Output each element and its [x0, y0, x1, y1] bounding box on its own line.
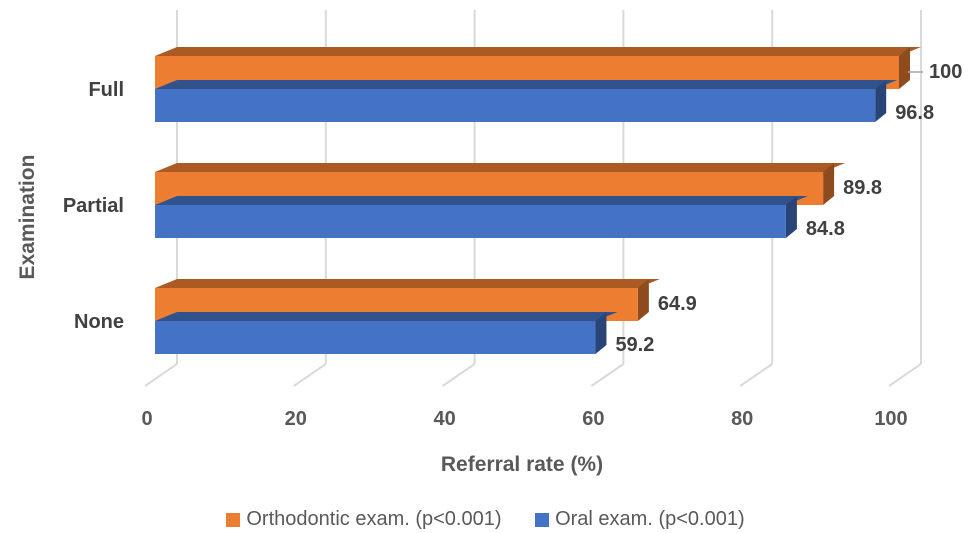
bar-none-oral — [155, 312, 618, 354]
x-tick-labels: 0 20 40 60 80 100 — [141, 408, 907, 430]
legend-swatch-oral — [535, 512, 550, 527]
gridline-floor — [739, 363, 773, 387]
legend-label-orthodontic: Orthodontic exam. (p<0.001) — [246, 508, 502, 530]
x-tick-label: 40 — [433, 408, 455, 430]
gridline-floor — [293, 363, 327, 387]
gridline-floor — [442, 363, 476, 387]
data-label-full-oral: 96.8 — [895, 102, 934, 124]
data-labels: 100 96.8 89.8 84.8 64.959.2 — [615, 61, 962, 356]
category-label-partial: Partial — [63, 195, 124, 217]
gridline-floor — [888, 363, 922, 387]
y-axis-title: Examination — [16, 155, 39, 280]
data-label-partial-orthodontic: 89.8 — [843, 177, 882, 199]
x-tick-label: 80 — [731, 408, 753, 430]
x-tick-label: 60 — [582, 408, 604, 430]
x-tick-label: 20 — [285, 408, 307, 430]
data-label-full-orthodontic: 100 — [929, 61, 962, 83]
gridline-floor — [144, 363, 178, 387]
category-label-full: Full — [88, 79, 124, 101]
legend-label-oral: Oral exam. (p<0.001) — [555, 508, 745, 530]
x-tick-label: 100 — [874, 408, 907, 430]
bar-full-oral — [155, 80, 898, 122]
x-axis-title: Referral rate (%) — [441, 453, 603, 476]
category-labels: Full Partial None — [63, 79, 124, 333]
legend-item-oral: Oral exam. (p<0.001) — [535, 508, 745, 531]
bar-partial-oral — [155, 196, 808, 238]
data-label-partial-oral: 84.8 — [806, 218, 845, 240]
legend-item-orthodontic: Orthodontic exam. (p<0.001) — [226, 508, 502, 531]
data-label-none-oral: 59.2 — [615, 334, 654, 356]
category-label-none: None — [74, 311, 124, 333]
gridline-floor — [590, 363, 624, 387]
data-label-none-orthodontic: 64.9 — [658, 293, 697, 315]
legend-swatch-orthodontic — [226, 512, 241, 527]
x-tick-label: 0 — [141, 408, 152, 430]
bars — [155, 47, 921, 354]
legend: Orthodontic exam. (p<0.001) Oral exam. (… — [0, 508, 971, 533]
